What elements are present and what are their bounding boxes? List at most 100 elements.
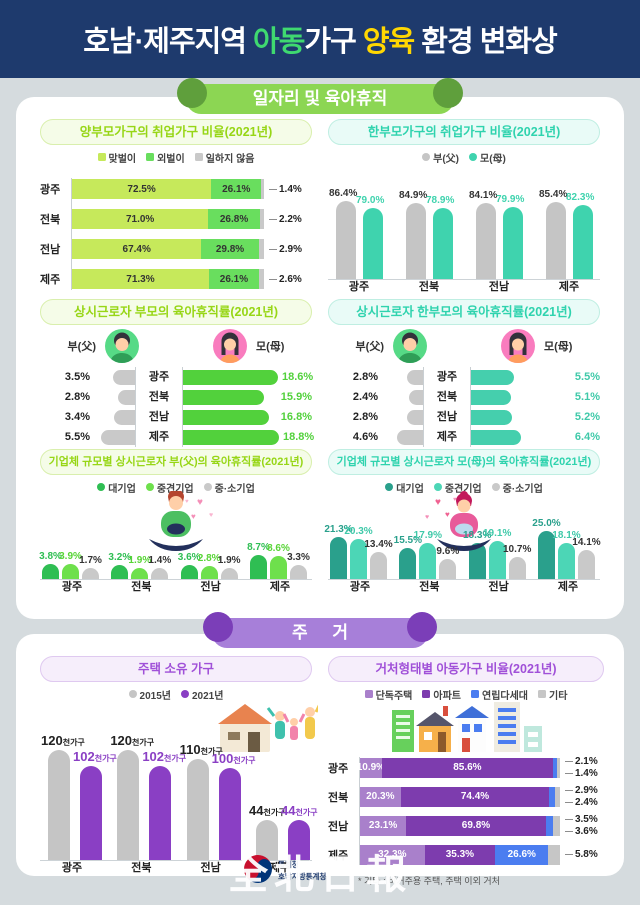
footer-logo: 통계청 호남지방통계청 全北日報: [170, 847, 470, 905]
legend-item: 부(父): [422, 150, 459, 165]
bar: [200, 565, 218, 579]
legend-marker: [181, 690, 189, 698]
bar-track-left: [95, 367, 135, 387]
bar-track: 71.3% 26.1%: [72, 269, 264, 289]
stacked-bar-plot: 광주 72.5% 26.1% 1.4% 전북 71.0% 26.8% 2.2% 전남 67.4% 2…: [40, 174, 312, 294]
value-label: 72.5%: [127, 183, 156, 195]
bar-segment: [258, 239, 265, 259]
father-baby-illustration: ♥♥♥♥: [149, 491, 213, 551]
value-label: 79.9%: [496, 194, 525, 206]
value-label: 3.3%: [287, 552, 310, 564]
bar: [503, 207, 523, 279]
connector-line: [268, 278, 277, 280]
bar: [218, 768, 241, 860]
bar: [476, 203, 496, 279]
legend-item: 중견기업: [433, 480, 482, 495]
mother-value-label: 18.6%: [281, 371, 314, 383]
value-label: 102천가구: [73, 749, 117, 764]
ribbon-ear-left: [177, 78, 207, 108]
legend-marker: [471, 690, 479, 698]
mother-value-label: 5.1%: [574, 391, 600, 403]
value-label: 85.4%: [539, 189, 568, 201]
bar-track: 72.5% 26.1%: [72, 179, 264, 199]
value-label: 84.9%: [399, 189, 428, 201]
value-label: 120천가구: [41, 733, 85, 748]
value-number: 120: [110, 732, 133, 748]
stacked-bar-plot: 광주 10.9% 85.6% 2.1% 1.4% 전북 20.3% 74.4% 2.9% 2.4%…: [328, 753, 604, 869]
legend-label: 중·소기업: [502, 483, 543, 495]
title-part: 호남·제주지역: [83, 26, 254, 58]
bar-segment: [557, 757, 560, 778]
bar-segment: 32.3%: [360, 844, 425, 865]
mother-bar: [183, 409, 269, 425]
bar-segment: 10.9%: [357, 757, 385, 778]
newspaper-watermark: 全北日報: [228, 852, 412, 897]
bar-track-right: [471, 407, 571, 427]
value-label: 26.1%: [222, 183, 251, 195]
chart-single-parents-leave-rate: 상시근로자 한부모의 육아휴직률(2021년) 부(父) 모(母) 2.8% 광주…: [328, 299, 600, 447]
value-label: 15.5%: [393, 534, 423, 546]
value-label: 1.4%: [148, 555, 172, 567]
legend-item: 2021년: [181, 687, 223, 702]
bar-track: 23.1% 69.8%: [360, 815, 560, 836]
mother-bar: [471, 409, 512, 425]
legend-marker: [145, 483, 154, 491]
value-label: 44천가구: [249, 803, 286, 818]
table-row: 3.5% 광주 18.6%: [40, 367, 314, 387]
mother-value-label: 18.8%: [283, 431, 315, 443]
category-label: 제주: [423, 427, 471, 447]
value-label: 2.6%: [268, 274, 302, 285]
legend-item: 단독주택: [364, 687, 412, 702]
table-row: 2.4% 전북 5.1%: [328, 387, 600, 407]
bar: [287, 819, 310, 860]
legend-label: 부(父): [433, 153, 459, 165]
chart-legend: 부(父) 모(母): [328, 150, 600, 165]
chart-title: 상시근로자 부모의 육아휴직률(2021년): [40, 299, 312, 325]
father-bar: [409, 389, 423, 405]
value-number: 100: [211, 751, 234, 766]
bar: [255, 819, 278, 860]
bar: [82, 567, 99, 579]
bar-plot: 21.3% 20.3% 13.4% 광주 15.5% 17.9% 9.6% 전북 18.3% 19…: [324, 494, 600, 594]
value-unit: 천가구: [94, 754, 117, 764]
value-label: 3.5%: [564, 814, 598, 825]
category-label: 광주: [328, 762, 349, 775]
bar: [42, 564, 59, 579]
legend-marker: [433, 483, 442, 491]
ribbon-ear-left: [203, 612, 233, 642]
legend-label: 2021년: [192, 690, 224, 702]
svg-text:♥: ♥: [445, 510, 450, 519]
section-ribbon-jobs-label: 일자리 및 육아휴직: [252, 89, 388, 108]
bar: [330, 537, 347, 579]
outside-labels: 3.5% 3.6%: [564, 814, 598, 837]
value-unit: 천가구: [263, 807, 286, 817]
svg-text:♥: ♥: [435, 497, 441, 508]
bar: [433, 208, 453, 279]
bar: [399, 547, 417, 579]
value-label: 18.3%: [462, 529, 492, 541]
value-label: 86.4%: [329, 188, 358, 200]
bar: [62, 563, 79, 579]
mother-bar: [183, 429, 279, 445]
father-avatar-icon: [105, 329, 139, 363]
value-label: 3.8%: [39, 551, 62, 563]
legend-marker: [97, 483, 106, 491]
chart-title: 기업체 규모별 상시근로자 모(母)의 육아휴직률(2021년): [328, 449, 600, 475]
value-label: 32.3%: [378, 849, 407, 860]
chart-father-leave-by-firm-size: 기업체 규모별 상시근로자 부(父)의 육아휴직률(2021년) 대기업 중견기업…: [39, 449, 312, 594]
table-row: 제주 71.3% 26.1% 2.6%: [40, 264, 312, 294]
legend-marker: [422, 153, 431, 161]
legend-label: 모(母): [480, 153, 506, 165]
father-value-label: 3.5%: [64, 371, 90, 383]
table-row: 전남 23.1% 69.8% 3.5% 3.6%: [328, 811, 604, 840]
value-text: 2.1%: [574, 756, 598, 767]
legend-item: 외벌이: [146, 150, 185, 165]
value-unit: 천가구: [200, 746, 223, 756]
ribbon-ear-right: [407, 612, 437, 642]
chart-two-parent-employment: 양부모가구의 취업가구 비율(2021년) 맞벌이 외벌이 일하지 않음 광주 72.…: [40, 119, 312, 294]
value-label: 84.1%: [469, 190, 498, 202]
bar-track-right: [183, 427, 279, 447]
value-label: 25.0%: [532, 517, 561, 529]
category-label: 전북: [40, 214, 61, 226]
bar-track: 10.9% 85.6%: [357, 757, 560, 778]
